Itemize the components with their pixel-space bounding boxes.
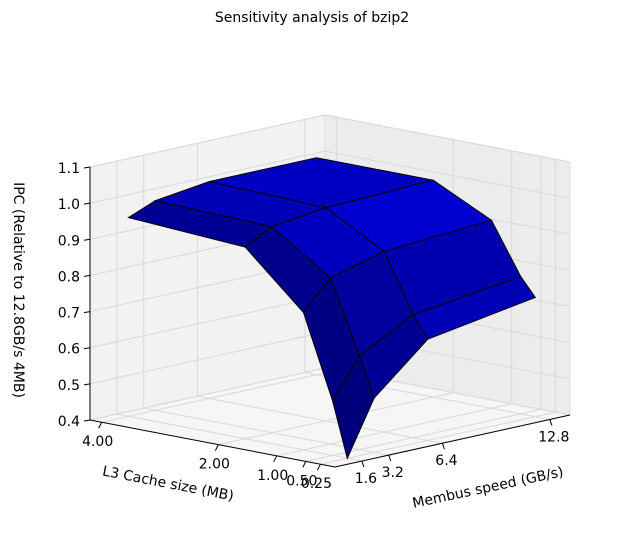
grid-line xyxy=(89,150,326,204)
z-axis-label: IPC (Relative to 12.8GB/s 4MB) xyxy=(10,182,26,398)
x-tick-label: 12.8 xyxy=(538,429,569,445)
tick-mark xyxy=(388,454,392,462)
grid-line xyxy=(197,395,443,444)
z-tick-label: 0.7 xyxy=(58,306,80,322)
grid-line xyxy=(116,413,362,462)
tick-mark xyxy=(83,274,91,277)
grid-line xyxy=(324,114,571,163)
tick-mark xyxy=(83,347,91,350)
grid-line xyxy=(305,408,541,462)
tick-mark xyxy=(98,422,103,429)
tick-mark xyxy=(214,444,219,451)
grid-line xyxy=(320,411,556,465)
surface-patch xyxy=(332,354,375,460)
tick-mark xyxy=(441,443,445,450)
y-tick-label: 0.50 xyxy=(286,473,317,489)
y-tick-label: 4.00 xyxy=(82,434,113,450)
x-tick-label: 6.4 xyxy=(435,453,457,469)
grid-line xyxy=(101,369,337,423)
grid-line xyxy=(89,295,326,349)
tick-mark xyxy=(83,383,91,386)
z-tick-label: 0.8 xyxy=(58,269,80,285)
grid-line xyxy=(324,150,571,199)
grid-line xyxy=(276,403,512,457)
z-tick-label: 0.5 xyxy=(58,378,80,394)
tick-mark xyxy=(83,202,91,205)
axis-line xyxy=(89,419,336,468)
axis-line xyxy=(334,414,571,468)
y-tick-label: 2.00 xyxy=(199,457,230,473)
tick-mark xyxy=(83,419,91,422)
tick-mark xyxy=(273,455,278,463)
grid-line xyxy=(89,331,326,385)
tick-mark xyxy=(361,460,365,468)
grid-line xyxy=(89,367,326,421)
x-tick-label: 1.6 xyxy=(355,471,377,487)
z-tick-label: 1.1 xyxy=(58,161,80,177)
z-tick-label: 0.4 xyxy=(58,414,80,430)
x-tick-label: 3.2 xyxy=(382,465,404,481)
tick-mark xyxy=(83,166,91,169)
grid-line xyxy=(218,392,454,446)
tick-mark xyxy=(83,311,91,314)
tick-mark xyxy=(302,461,307,468)
tick-mark xyxy=(549,419,553,426)
tick-mark xyxy=(83,238,91,241)
z-tick-label: 0.6 xyxy=(58,342,80,358)
z-tick-label: 0.9 xyxy=(58,233,80,249)
chart-title: Sensitivity analysis of bzip2 xyxy=(215,10,409,26)
y-tick-label: 1.00 xyxy=(257,468,288,484)
y-tick-label: 0.25 xyxy=(301,476,332,492)
x-axis-label: Membus speed (GB/s) xyxy=(411,464,565,512)
z-tick-label: 1.0 xyxy=(58,197,80,213)
grid-line xyxy=(89,114,326,168)
tick-mark xyxy=(316,463,321,471)
